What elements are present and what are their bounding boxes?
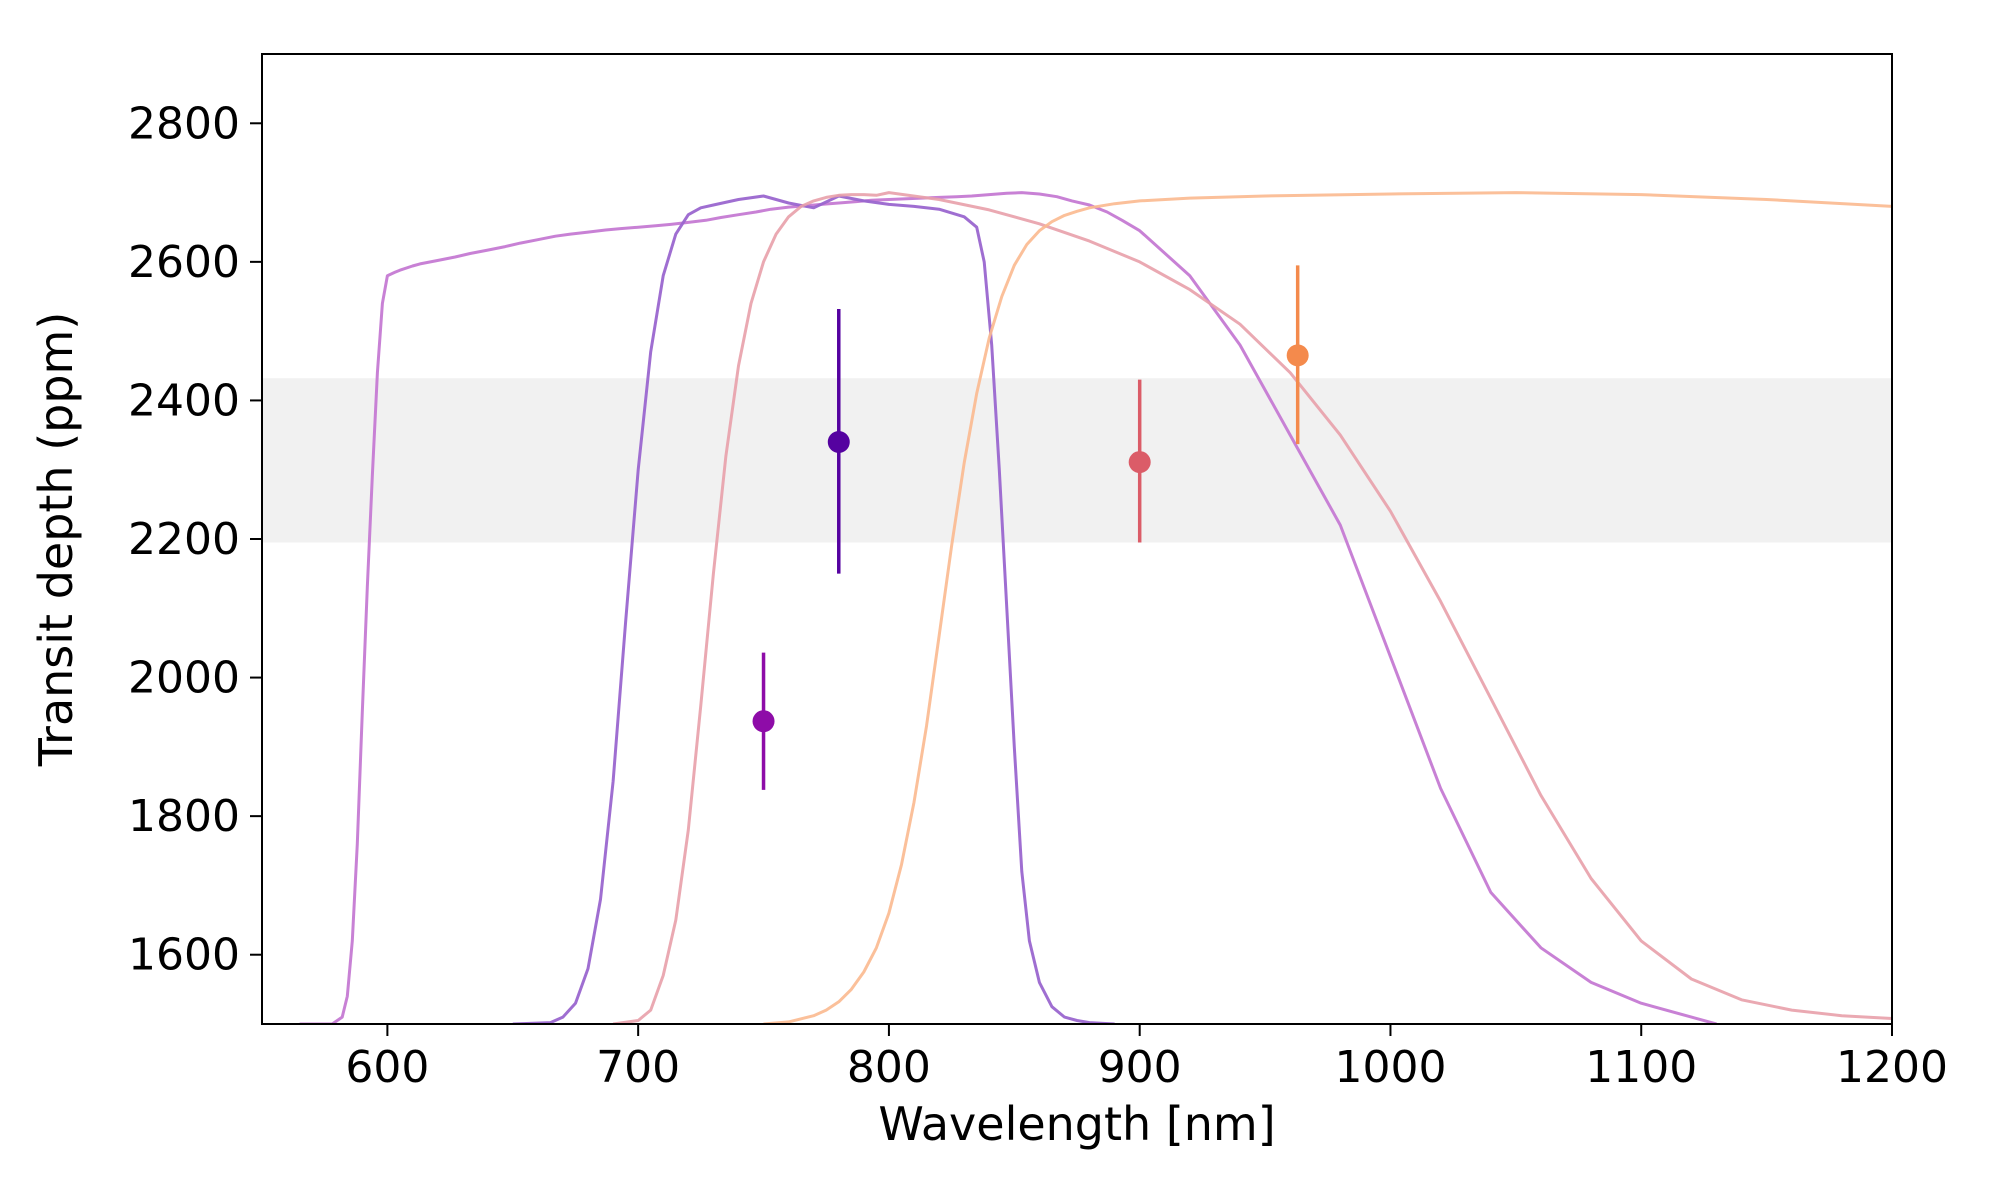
shaded-band	[262, 378, 1892, 543]
x-tick-label: 600	[345, 1042, 429, 1093]
y-axis-ticks: 1600 1800 2000 2200 2400 2600 2800	[128, 98, 262, 981]
x-axis-label: Wavelength [nm]	[878, 1097, 1275, 1151]
filter-curves-layer	[299, 191, 1892, 1024]
y-tick-label: 2800	[128, 98, 240, 149]
y-tick-label: 1600	[128, 930, 240, 981]
data-point-1	[752, 710, 775, 733]
y-axis-label: Transit depth (ppm)	[29, 312, 83, 768]
filter-curve-4	[763, 191, 1892, 1024]
y-tick-label: 2000	[128, 653, 240, 704]
y-tick-label: 2600	[128, 237, 240, 288]
data-points-layer	[752, 265, 1309, 790]
x-tick-label: 900	[1098, 1042, 1182, 1093]
x-axis-ticks: 600 700 800 900 1000 1100 1200	[345, 1024, 1948, 1093]
x-tick-label: 1000	[1334, 1042, 1446, 1093]
data-point-2	[827, 431, 850, 453]
filter-curve-1	[299, 191, 1717, 1024]
x-tick-label: 700	[596, 1042, 680, 1093]
filter-curve-3	[612, 191, 1892, 1024]
data-point-4	[1286, 344, 1309, 367]
shaded-band-layer	[262, 378, 1892, 543]
data-point-3	[1128, 451, 1151, 474]
y-tick-label: 1800	[128, 791, 240, 842]
y-tick-label: 2200	[128, 514, 240, 565]
x-tick-label: 1100	[1585, 1042, 1697, 1093]
x-tick-label: 1200	[1836, 1042, 1948, 1093]
x-tick-label: 800	[847, 1042, 931, 1093]
y-tick-label: 2400	[128, 375, 240, 426]
